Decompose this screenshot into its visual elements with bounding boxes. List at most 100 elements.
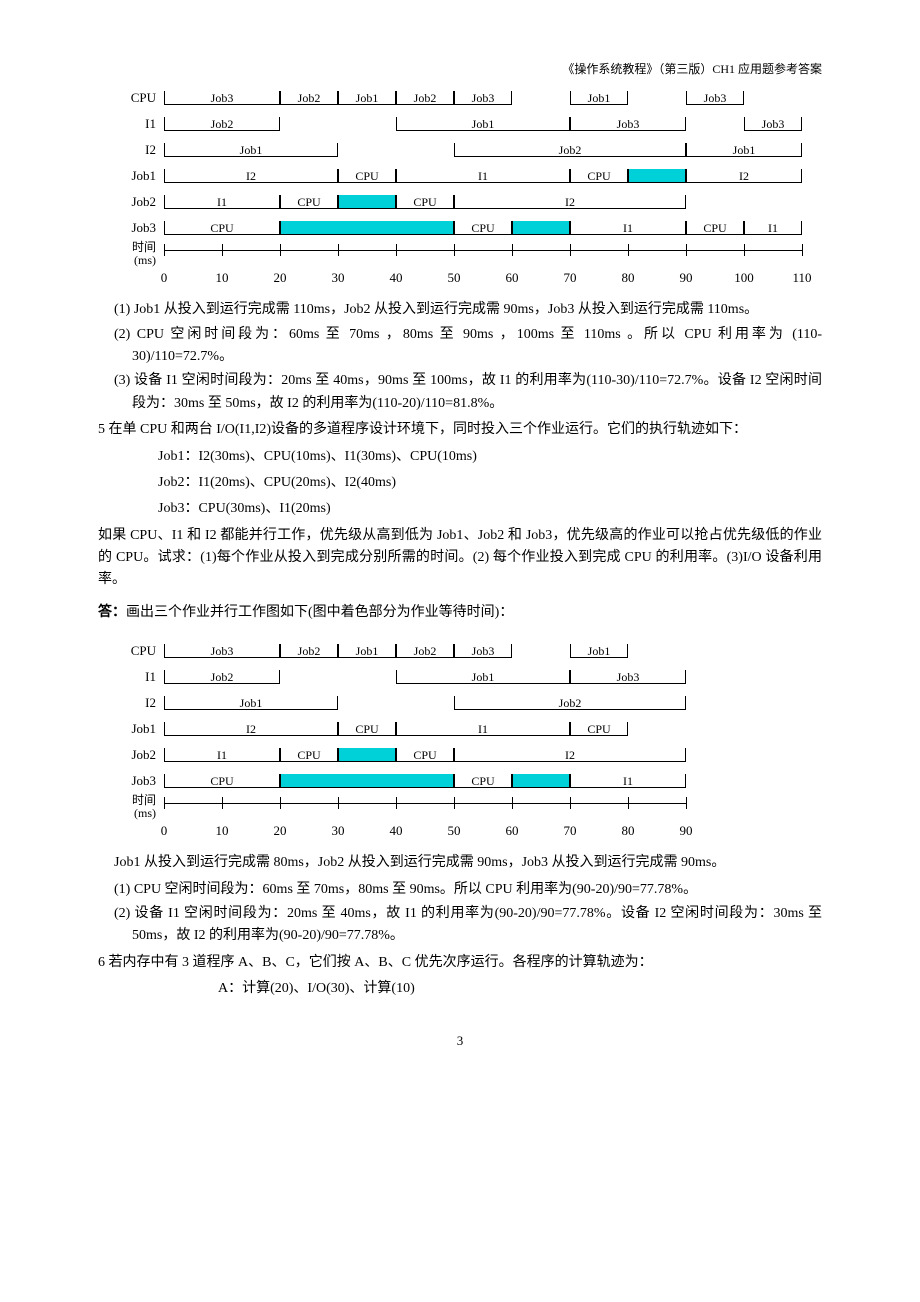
axis-tick bbox=[686, 244, 687, 256]
axis-tick-label: 40 bbox=[390, 821, 403, 842]
gantt-row-label: I2 bbox=[108, 696, 164, 710]
gantt-segment: Job1 bbox=[338, 644, 396, 658]
gantt-segment: I1 bbox=[164, 195, 280, 209]
gantt-row: CPUJob3Job2Job1Job2Job3Job1 bbox=[108, 638, 822, 664]
gantt-row-label: Job1 bbox=[108, 169, 164, 183]
gantt-row-label: Job1 bbox=[108, 722, 164, 736]
gantt-segment: Job3 bbox=[164, 91, 280, 105]
gantt-chart-2: CPUJob3Job2Job1Job2Job3Job1I1Job2Job1Job… bbox=[108, 638, 822, 842]
gantt-segment: CPU bbox=[454, 774, 512, 788]
gantt-segment: I2 bbox=[686, 169, 802, 183]
gantt-segment: Job2 bbox=[280, 644, 338, 658]
q5-answer: 答：画出三个作业并行工作图如下(图中着色部分为作业等待时间)： bbox=[98, 602, 822, 624]
gantt-segment: Job2 bbox=[454, 696, 686, 710]
gantt-segment: Job2 bbox=[396, 91, 454, 105]
q5-tail: 如果 CPU、I1 和 I2 都能并行工作，优先级从高到低为 Job1、Job2… bbox=[98, 525, 822, 592]
axis-tick bbox=[512, 797, 513, 809]
gantt-segment: Job1 bbox=[686, 143, 802, 157]
gantt-segment: I1 bbox=[744, 221, 802, 235]
axis-tick-label: 110 bbox=[792, 268, 811, 289]
page-number: 3 bbox=[98, 1031, 822, 1052]
gantt-segment: Job1 bbox=[396, 670, 570, 684]
axis-tick bbox=[686, 797, 687, 809]
axis-tick bbox=[570, 244, 571, 256]
axis-tick-label: 90 bbox=[680, 268, 693, 289]
gantt-wait-segment bbox=[628, 169, 686, 183]
gantt-row: I1Job2 Job1Job3 bbox=[108, 664, 822, 690]
gantt-segment: Job2 bbox=[164, 117, 280, 131]
q5-job2: Job2：I1(20ms)、CPU(20ms)、I2(40ms) bbox=[158, 472, 822, 494]
axis-tick bbox=[570, 797, 571, 809]
gantt-row-label: CPU bbox=[108, 91, 164, 105]
gantt-segment: Job3 bbox=[686, 91, 744, 105]
q4-answer-1: (1) Job1 从投入到运行完成需 110ms，Job2 从投入到运行完成需 … bbox=[114, 299, 822, 321]
gantt-wait-segment bbox=[280, 221, 454, 235]
gantt-wait-segment bbox=[338, 748, 396, 762]
axis-tick-label: 60 bbox=[506, 821, 519, 842]
gantt-segment: CPU bbox=[570, 169, 628, 183]
q5-job3: Job3：CPU(30ms)、I1(20ms) bbox=[158, 498, 822, 520]
gantt-row-label: I2 bbox=[108, 143, 164, 157]
gantt-segment: Job3 bbox=[570, 670, 686, 684]
axis-tick bbox=[744, 244, 745, 256]
q6-a: A：计算(20)、I/O(30)、计算(10) bbox=[218, 978, 822, 1000]
axis-tick bbox=[628, 244, 629, 256]
gantt-track: I1CPUCPUI2 bbox=[164, 745, 686, 766]
gantt-row: I2Job1 Job2 bbox=[108, 690, 822, 716]
axis-tick-label: 50 bbox=[448, 821, 461, 842]
axis-tick-label: 10 bbox=[216, 268, 229, 289]
gantt-row: Job2I1CPUCPUI2 bbox=[108, 189, 822, 215]
gantt-track: CPUCPUI1 bbox=[164, 771, 686, 792]
axis-tick-label: 30 bbox=[332, 821, 345, 842]
axis-tick-label: 0 bbox=[161, 821, 168, 842]
gantt-segment: Job1 bbox=[570, 91, 628, 105]
gantt-segment: Job1 bbox=[164, 696, 338, 710]
gantt-segment: Job3 bbox=[454, 91, 512, 105]
gantt-segment: Job3 bbox=[164, 644, 280, 658]
axis-tick bbox=[164, 797, 165, 809]
gantt-chart-1: CPUJob3Job2Job1Job2Job3Job1Job3I1Job2Job… bbox=[108, 85, 822, 289]
gantt-row-label: Job2 bbox=[108, 748, 164, 762]
axis-tick-label: 10 bbox=[216, 821, 229, 842]
gantt-row-label: Job2 bbox=[108, 195, 164, 209]
gantt-segment: CPU bbox=[686, 221, 744, 235]
gantt-segment: CPU bbox=[164, 221, 280, 235]
gantt-segment: Job1 bbox=[338, 91, 396, 105]
gantt-segment: I2 bbox=[164, 169, 338, 183]
gantt-track: Job1 Job2 bbox=[164, 693, 686, 714]
axis-tick-label: 80 bbox=[622, 268, 635, 289]
gantt-segment: Job2 bbox=[164, 670, 280, 684]
gantt-row: Job1I2CPUI1CPUI2 bbox=[108, 163, 822, 189]
gantt-segment: CPU bbox=[454, 221, 512, 235]
gantt-axis bbox=[164, 244, 802, 264]
axis-tick bbox=[222, 244, 223, 256]
gantt-segment: I1 bbox=[396, 722, 570, 736]
gantt-segment: CPU bbox=[338, 722, 396, 736]
axis-tick-label: 0 bbox=[161, 268, 168, 289]
page-header: 《操作系统教程》（第三版）CH1 应用题参考答案 bbox=[98, 60, 822, 79]
axis-tick-label: 20 bbox=[274, 268, 287, 289]
axis-tick-label: 80 bbox=[622, 821, 635, 842]
gantt-segment: Job1 bbox=[570, 644, 628, 658]
axis-tick bbox=[338, 797, 339, 809]
gantt-row-label: I1 bbox=[108, 670, 164, 684]
gantt-row: I1Job2Job1Job3Job3 bbox=[108, 111, 822, 137]
axis-tick bbox=[164, 244, 165, 256]
axis-tick-label: 70 bbox=[564, 821, 577, 842]
gantt-track: Job3Job2Job1Job2Job3Job1Job3 bbox=[164, 88, 802, 109]
axis-tick-label: 40 bbox=[390, 268, 403, 289]
gantt-time-label: 时间(ms) bbox=[108, 794, 164, 820]
gantt-row-label: CPU bbox=[108, 644, 164, 658]
gantt-ticklabel-row: 0102030405060708090100110 bbox=[108, 267, 822, 289]
axis-tick bbox=[396, 244, 397, 256]
q5-result-0: Job1 从投入到运行完成需 80ms，Job2 从投入到运行完成需 90ms，… bbox=[114, 852, 822, 874]
axis-tick-label: 50 bbox=[448, 268, 461, 289]
gantt-row: CPUJob3Job2Job1Job2Job3Job1Job3 bbox=[108, 85, 822, 111]
gantt-wait-segment bbox=[338, 195, 396, 209]
gantt-segment: CPU bbox=[338, 169, 396, 183]
axis-tick bbox=[802, 244, 803, 256]
axis-tick bbox=[454, 797, 455, 809]
axis-tick bbox=[280, 797, 281, 809]
gantt-segment: CPU bbox=[570, 722, 628, 736]
axis-tick-label: 90 bbox=[680, 821, 693, 842]
